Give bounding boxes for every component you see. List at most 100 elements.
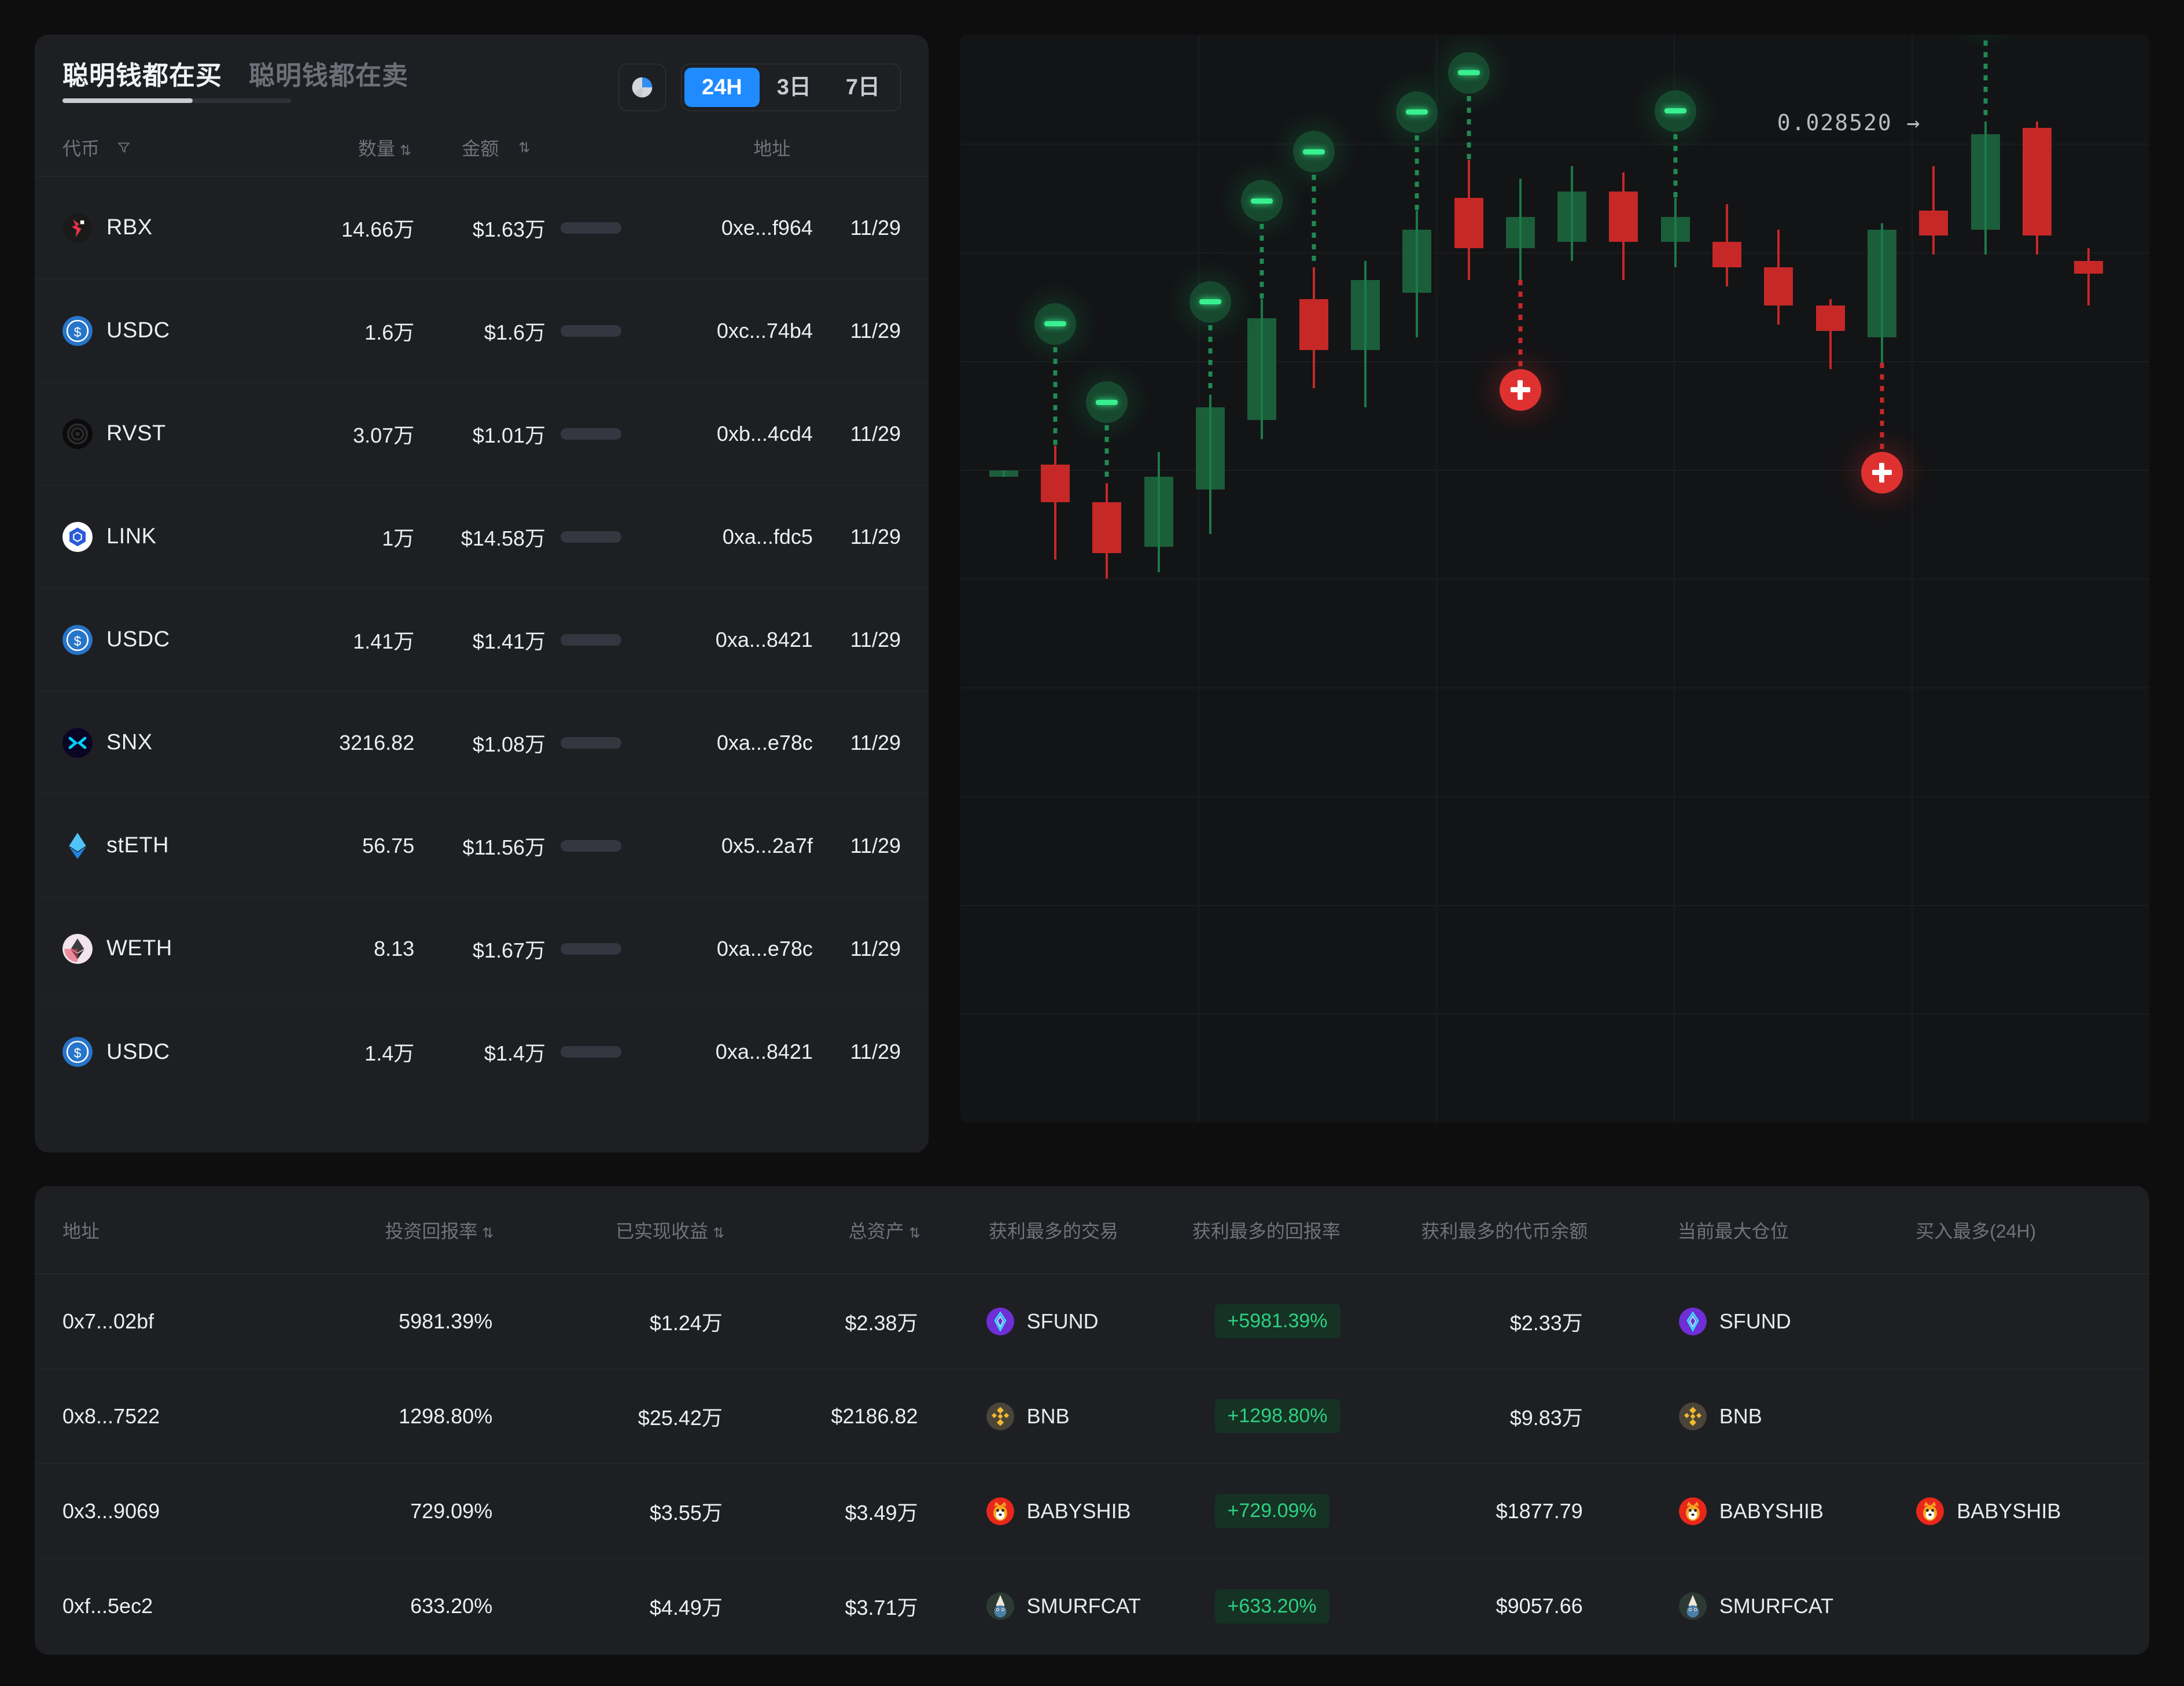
sort-arrows-icon: ⇅	[908, 1225, 920, 1241]
candle-wick	[1002, 470, 1005, 477]
column-quantity-label: 数量	[358, 138, 395, 159]
column-top-roi: 获利最多的回报率	[1192, 1220, 1340, 1242]
column-token[interactable]: 代币	[62, 134, 283, 161]
candle-wick	[1932, 165, 1935, 255]
range-24h[interactable]: 24H	[684, 68, 760, 107]
trader-top-roi-cell: +5981.39%	[1189, 1304, 1419, 1338]
sfund-token-icon-wrap	[1678, 1307, 1707, 1335]
token-date: 11/29	[850, 1040, 901, 1063]
token-cell: RBX	[62, 212, 285, 243]
token-address[interactable]: 0xa...e78c	[716, 730, 813, 754]
sell-marker[interactable]	[1292, 131, 1335, 173]
token-row[interactable]: LINK 1万 $14.58万 0xa...fdc5 11/29	[35, 485, 929, 588]
smurfcat-token-icon	[1678, 1592, 1707, 1620]
range-3d[interactable]: 3日	[776, 75, 811, 100]
token-symbol: RBX	[106, 215, 153, 240]
token-amount-cell: $14.58万	[414, 522, 621, 552]
token-row[interactable]: SNX 3216.82 $1.08万 0xa...e78c 11/29	[35, 691, 929, 794]
token-address[interactable]: 0xa...8421	[715, 627, 813, 651]
trader-top-trade[interactable]: SFUND	[954, 1307, 1189, 1335]
sell-marker[interactable]	[1654, 90, 1696, 132]
tab-smart-money-sell[interactable]: 聪明钱都在卖	[249, 61, 409, 90]
column-total-assets[interactable]: 总资产 ⇅	[758, 1217, 956, 1243]
marker-connector	[1983, 35, 1988, 122]
svg-text:$: $	[74, 1046, 82, 1061]
tab-bar: 聪明钱都在买 聪明钱都在卖	[62, 61, 408, 103]
token-row[interactable]: WETH 8.13 $1.67万 0xa...e78c 11/29	[35, 897, 929, 1000]
candlestick-chart[interactable]: 0.028520 →	[960, 35, 2149, 1122]
column-token-label: 代币	[62, 138, 100, 159]
token-symbol: RVST	[106, 421, 166, 446]
token-amount: $1.6万	[484, 320, 546, 344]
sell-marker[interactable]	[1396, 91, 1438, 133]
column-trader-address: 地址	[62, 1220, 100, 1242]
candle-wick	[2087, 248, 2090, 306]
token-quantity: 1.6万	[364, 320, 415, 344]
range-7d[interactable]: 7日	[845, 75, 880, 100]
column-realized-pnl[interactable]: 已实现收益 ⇅	[528, 1217, 758, 1243]
sell-marker[interactable]	[1086, 381, 1128, 424]
trader-realized-pnl: $3.55万	[649, 1500, 723, 1525]
trader-address[interactable]: 0x7...02bf	[62, 1309, 154, 1333]
token-cell: $ USDC	[62, 624, 285, 655]
trader-top-roi-cell: +1298.80%	[1189, 1399, 1419, 1433]
trader-largest-position[interactable]: BNB	[1651, 1402, 1886, 1430]
sell-marker[interactable]	[1189, 281, 1231, 323]
sell-marker[interactable]	[1448, 51, 1490, 94]
pie-chart-button[interactable]	[618, 64, 666, 111]
smurfcat-token-icon	[986, 1592, 1014, 1620]
trader-address[interactable]: 0xf...5ec2	[62, 1594, 153, 1618]
column-amount[interactable]: 金额 ⇅	[411, 134, 621, 161]
babyshib-token-icon	[986, 1497, 1014, 1525]
sfund-token-icon	[1678, 1307, 1707, 1335]
token-row[interactable]: RBX 14.66万 $1.63万 0xe...f964 11/29	[35, 176, 929, 279]
trader-largest-position-label: SFUND	[1719, 1309, 1791, 1333]
rvst-token-icon-wrap	[62, 418, 93, 449]
trader-top-trade[interactable]: SMURFCAT	[954, 1592, 1189, 1620]
token-address[interactable]: 0x5...2a7f	[721, 833, 813, 857]
minus-icon	[1406, 109, 1428, 115]
trader-largest-position[interactable]: SMURFCAT	[1651, 1592, 1886, 1620]
token-row[interactable]: $ USDC 1.4万 $1.4万 0xa...8421 11/29	[35, 1000, 929, 1103]
rbx-token-icon	[62, 212, 93, 243]
token-address[interactable]: 0xa...fdc5	[722, 524, 813, 548]
trader-top-trade-label: SMURFCAT	[1026, 1594, 1141, 1618]
trader-top-trade[interactable]: BABYSHIB	[954, 1497, 1189, 1525]
token-address[interactable]: 0xb...4cd4	[716, 421, 813, 446]
token-table-header: 代币 数量 ⇅ 金额 ⇅ 地址	[35, 111, 929, 176]
token-address[interactable]: 0xa...e78c	[716, 936, 813, 960]
trader-top-balance: $2.33万	[1509, 1310, 1583, 1335]
trader-address[interactable]: 0x3...9069	[62, 1499, 160, 1523]
token-row[interactable]: RVST 3.07万 $1.01万 0xb...4cd4 11/29	[35, 382, 929, 485]
token-address[interactable]: 0xe...f964	[721, 215, 813, 240]
trader-row[interactable]: 0x8...7522 1298.80% $25.42万 $2186.82 BNB +129…	[35, 1369, 2149, 1464]
buy-marker[interactable]	[1499, 369, 1541, 411]
token-amount: $11.56万	[462, 835, 546, 859]
token-row[interactable]: $ USDC 1.6万 $1.6万 0xc...74b4 11/29	[35, 279, 929, 382]
trader-row[interactable]: 0x3...9069 729.09% $3.55万 $3.49万 BABYSHIB +72…	[35, 1464, 2149, 1559]
trader-row[interactable]: 0x7...02bf 5981.39% $1.24万 $2.38万 SFUND +5981…	[35, 1274, 2149, 1369]
token-row[interactable]: $ USDC 1.41万 $1.41万 0xa...8421 11/29	[35, 588, 929, 691]
trader-row[interactable]: 0xf...5ec2 633.20% $4.49万 $3.71万 SMURFCAT +63…	[35, 1559, 2149, 1654]
trader-top-trade[interactable]: BNB	[954, 1402, 1189, 1430]
token-address[interactable]: 0xc...74b4	[716, 318, 813, 343]
candle-wick	[1829, 299, 1832, 369]
sell-marker[interactable]	[1034, 303, 1076, 345]
column-roi[interactable]: 投资回报率 ⇅	[297, 1217, 528, 1243]
grid-line-horizontal	[960, 1014, 2149, 1015]
buy-marker[interactable]	[1861, 451, 1903, 494]
usdc-token-icon: $	[62, 624, 93, 655]
panel-header: 聪明钱都在买 聪明钱都在卖 24H 3日 7日	[35, 35, 929, 111]
token-amount-cell: $1.63万	[414, 213, 621, 243]
column-quantity[interactable]: 数量 ⇅	[283, 134, 411, 161]
token-address[interactable]: 0xa...8421	[715, 1040, 813, 1063]
candle-wick	[1467, 159, 1470, 281]
trader-address[interactable]: 0x8...7522	[62, 1404, 160, 1428]
sell-marker[interactable]	[1241, 180, 1283, 222]
trader-most-bought[interactable]: BABYSHIB	[1886, 1497, 2122, 1525]
token-row[interactable]: stETH 56.75 $11.56万 0x5...2a7f 11/29	[35, 794, 929, 897]
tab-smart-money-buy[interactable]: 聪明钱都在买	[62, 61, 223, 90]
trader-largest-position[interactable]: BABYSHIB	[1651, 1497, 1886, 1525]
snx-token-icon-wrap	[62, 727, 93, 758]
trader-largest-position[interactable]: SFUND	[1651, 1307, 1886, 1335]
